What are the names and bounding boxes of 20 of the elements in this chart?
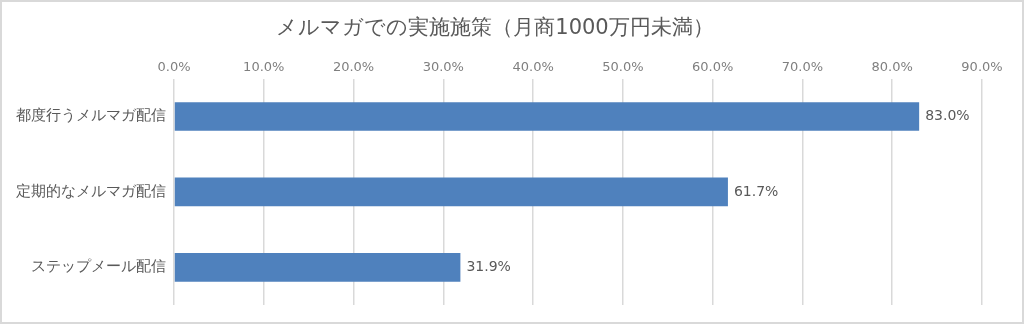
x-tick-label: 20.0% <box>332 59 375 75</box>
x-tick-label: 10.0% <box>243 59 285 75</box>
chart-title: メルマガでの実施施策（月商1000万円未満） <box>276 15 714 40</box>
data-label: 61.7% <box>733 182 779 199</box>
data-label: 31.9% <box>466 257 511 274</box>
bar <box>174 252 461 282</box>
x-tick-label: 0.0% <box>157 59 191 75</box>
x-tick-label: 80.0% <box>871 59 913 75</box>
bar <box>174 177 728 207</box>
x-tick-label: 50.0% <box>602 59 644 75</box>
x-tick-label: 30.0% <box>422 59 464 75</box>
y-tick-label: 都度行うメルマガ配信 <box>16 106 166 125</box>
x-tick-label: 40.0% <box>512 59 554 75</box>
data-label: 83.0% <box>925 107 970 124</box>
x-tick-label: 70.0% <box>781 59 824 75</box>
y-tick-label: 定期的なメルマガ配信 <box>16 181 166 200</box>
bar <box>174 102 920 131</box>
x-tick-label: 90.0% <box>961 59 1003 75</box>
x-tick-label: 60.0% <box>692 59 734 75</box>
y-tick-label: ステップメール配信 <box>31 257 166 276</box>
